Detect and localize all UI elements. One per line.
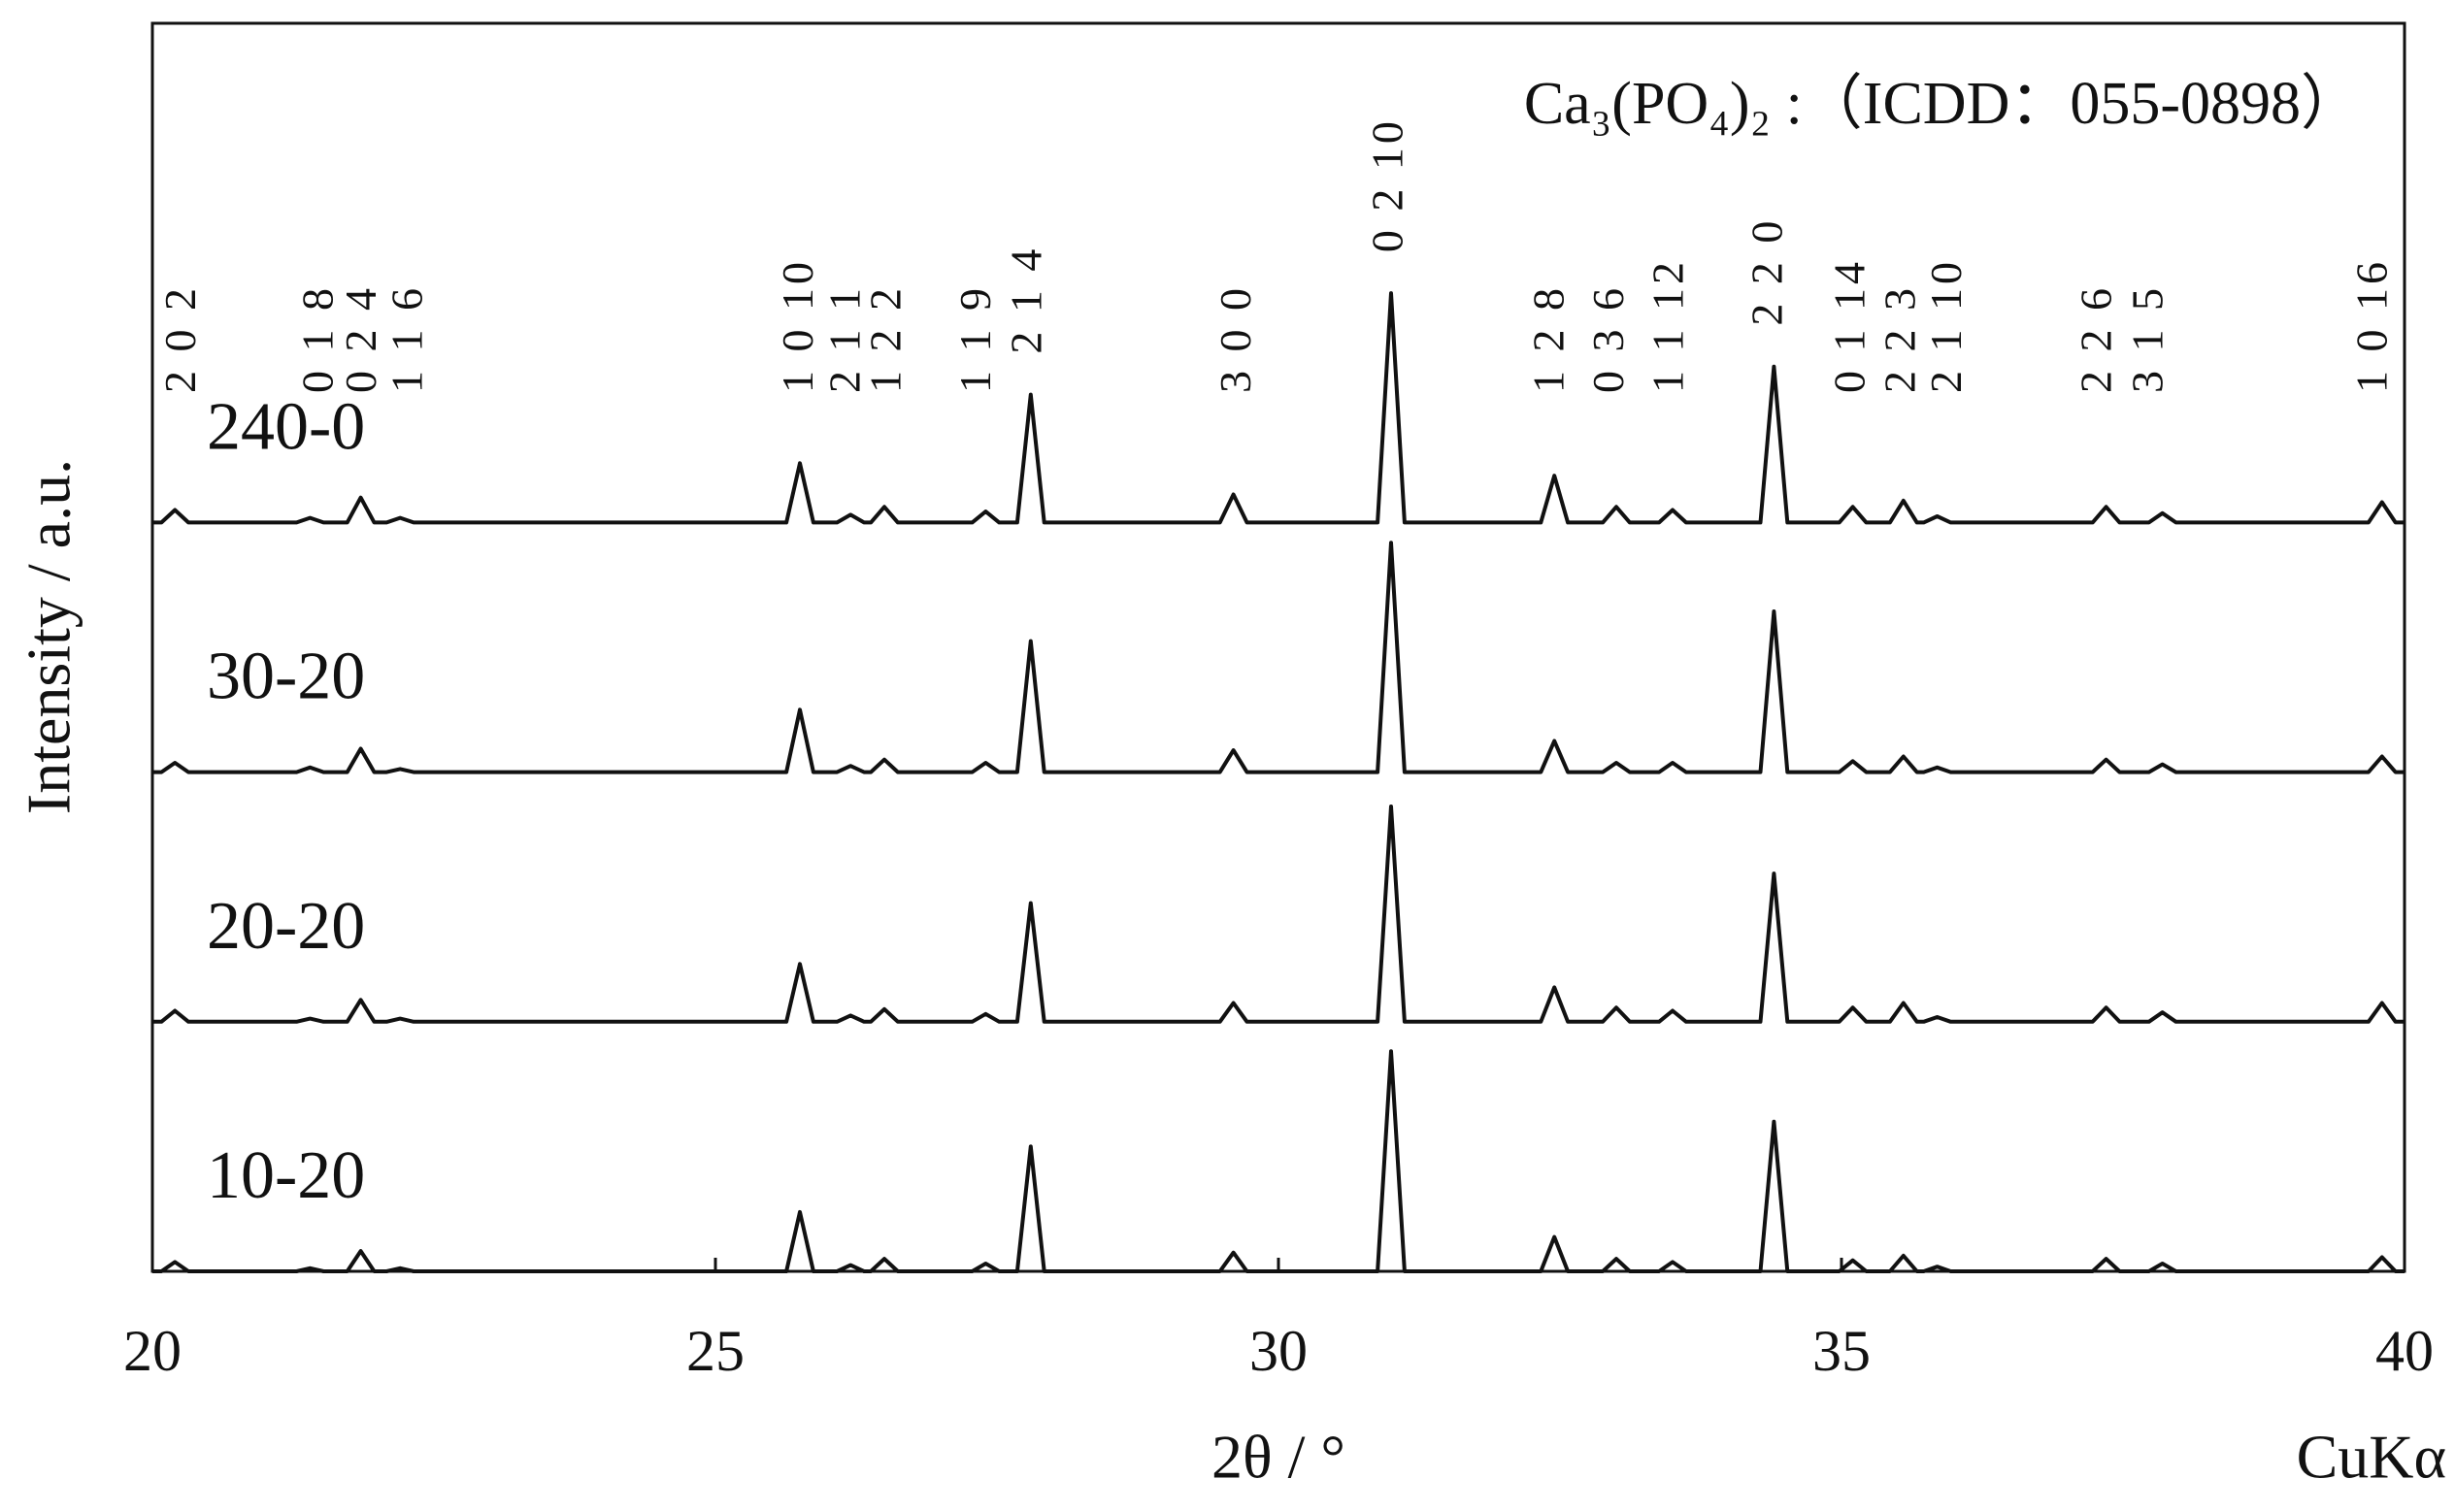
hkl-label: 1 1 6: [382, 284, 431, 393]
hkl-label: 2 1 1: [820, 284, 870, 393]
hkl-label: 2 1 4: [1001, 246, 1050, 354]
xrd-trace: [152, 1049, 2405, 1273]
corner-label: CuKα: [2297, 1423, 2446, 1492]
hkl-label: 0 1 14: [1824, 258, 1874, 393]
hkl-label: 1 2 2: [860, 284, 910, 393]
sample-label: 30-20: [207, 640, 365, 714]
hkl-label: 2 2 6: [2071, 284, 2120, 393]
sample-label: 240-0: [207, 389, 365, 464]
reference-label: Ca₃(PO₄)₂ :（ICDD：055-0898）: [1524, 71, 2361, 137]
xrd-trace: [152, 541, 2405, 774]
hkl-label: 0 2 10: [1363, 117, 1412, 252]
x-tick-label: 35: [1812, 1319, 1871, 1383]
hkl-label: 3 0 0: [1211, 284, 1260, 393]
plot-frame: [150, 21, 2406, 1273]
hkl-label: 2 0 2: [155, 284, 205, 393]
y-axis-label: Intensity / a.u.: [15, 459, 83, 814]
hkl-label: 1 1 9: [950, 284, 1000, 393]
hkl-label: 2 2 0: [1742, 217, 1792, 326]
hkl-label: 0 3 6: [1583, 284, 1633, 393]
x-tick-label: 25: [686, 1319, 745, 1383]
hkl-label: 1 2 8: [1524, 284, 1574, 393]
hkl-label: 2 1 10: [1921, 258, 1971, 393]
hkl-label: 1 1 12: [1643, 258, 1693, 393]
xrd-trace: [152, 291, 2405, 525]
x-tick-label: 20: [123, 1319, 182, 1383]
x-axis-label: 2θ / °: [1211, 1423, 1345, 1492]
hkl-label: 3 1 5: [2123, 284, 2173, 393]
hkl-label: 1 0 16: [2347, 258, 2397, 393]
xrd-trace: [152, 805, 2405, 1024]
x-tick-label: 30: [1249, 1319, 1308, 1383]
x-tick-label: 40: [2375, 1319, 2434, 1383]
hkl-label: 1 0 10: [773, 258, 822, 393]
sample-label: 10-20: [207, 1138, 365, 1213]
hkl-label: 0 1 8: [293, 284, 343, 393]
sample-label: 20-20: [207, 889, 365, 964]
hkl-label: 2 2 3: [1875, 284, 1925, 393]
hkl-label: 0 2 4: [336, 284, 385, 393]
